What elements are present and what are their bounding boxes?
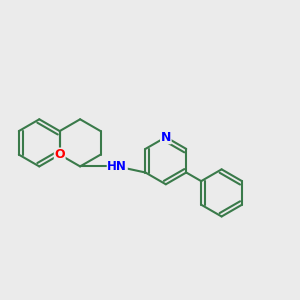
Text: N: N bbox=[160, 130, 171, 144]
Text: O: O bbox=[54, 148, 65, 161]
Text: HN: HN bbox=[107, 160, 127, 173]
